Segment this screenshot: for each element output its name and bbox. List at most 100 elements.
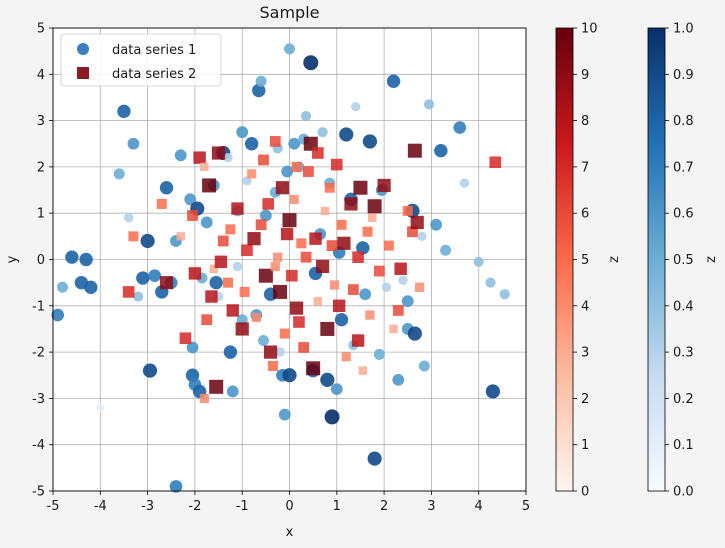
series-1-point: [117, 104, 131, 119]
series-2-point: [368, 213, 377, 223]
series-1-point: [392, 373, 405, 386]
colorbar-blues-gradient: [647, 27, 666, 492]
series-2-point: [358, 366, 368, 375]
series-1-point: [255, 75, 267, 87]
series-2-point: [255, 219, 267, 231]
series-2-point: [352, 251, 364, 263]
series-2-point: [312, 147, 324, 159]
series-1-point: [407, 326, 422, 341]
series-1-point: [282, 368, 297, 383]
legend: data series 1 data series 2: [60, 33, 222, 87]
series-2-point: [223, 277, 234, 288]
series-2-point: [214, 255, 228, 269]
x-tick-label: -1: [236, 499, 249, 514]
series-2-point: [273, 284, 288, 299]
series-2-point: [239, 286, 250, 297]
series-2-point: [402, 205, 413, 216]
colorbar-tick-label: 7: [581, 160, 589, 175]
series-1-point: [499, 289, 510, 300]
y-tick-label: 2: [37, 160, 45, 175]
series-2-point: [128, 231, 139, 242]
series-1-point: [320, 372, 335, 387]
x-tick-label: -2: [188, 499, 201, 514]
colorbar-tick-label: 1: [581, 438, 589, 453]
colorbar-tick-label: 0.9: [673, 68, 694, 83]
series-1-point: [430, 218, 443, 231]
series-2-point: [279, 328, 290, 339]
colorbar-tick-label: 0.7: [673, 160, 694, 175]
series-1-point: [401, 295, 414, 308]
series-1-point: [236, 126, 249, 139]
series-1-point: [223, 152, 233, 163]
x-axis-ticks: -5 -4 -3 -2 -1 0 1 2 3 4 5: [47, 491, 530, 514]
series-2-point: [331, 158, 343, 171]
legend-label-series-1: data series 1: [112, 43, 196, 58]
series-2-point: [187, 210, 198, 221]
series-1-point: [288, 137, 301, 150]
series-1-point: [339, 127, 354, 142]
series-2-point: [410, 215, 424, 230]
series-2-point: [201, 314, 213, 326]
colorbar-tick-label: 0.4: [673, 299, 694, 314]
y-tick-label: 0: [37, 253, 45, 268]
x-tick-label: -5: [47, 499, 60, 514]
series-1-point: [259, 209, 272, 222]
series-1-point: [244, 137, 259, 151]
series-2-point: [241, 244, 253, 257]
series-2-point: [275, 181, 290, 195]
colorbar-tick-label: 0: [581, 485, 589, 500]
series-1-point: [359, 288, 372, 301]
series-1-point: [159, 181, 174, 195]
series-1-point: [300, 110, 312, 122]
series-2-point: [251, 312, 261, 322]
series-2-point: [344, 197, 358, 211]
series-2-point: [336, 219, 347, 230]
series-2-point: [270, 261, 280, 272]
y-tick-label: -1: [32, 299, 45, 314]
series-1-point: [51, 308, 65, 322]
series-2-point: [269, 136, 281, 147]
series-1-point: [169, 480, 183, 493]
series-2-point: [235, 322, 249, 336]
series-1-point: [136, 271, 150, 285]
series-2-point: [199, 393, 209, 403]
series-2-point: [188, 267, 202, 280]
series-1-point: [96, 403, 105, 412]
y-tick-label: -3: [32, 392, 45, 407]
series-1-point: [142, 363, 158, 378]
y-tick-label: 4: [37, 68, 45, 83]
series-2-point: [286, 269, 298, 282]
legend-marker-series-1: [77, 43, 89, 55]
y-tick-label: 5: [37, 22, 45, 37]
series-2-point: [324, 182, 335, 193]
series-2-point: [309, 232, 322, 245]
series-1-point: [434, 143, 448, 158]
series-2-point: [176, 232, 185, 241]
colorbar-reds-label: z: [607, 256, 622, 263]
colorbar-blues: 0.0 0.1 0.2 0.3 0.4 0.5 0.6 0.7 0.8 0.9 1.0 z: [647, 22, 719, 500]
y-tick-label: 3: [37, 114, 45, 129]
colorbar-tick-label: 0.6: [673, 207, 694, 222]
series-1-point: [275, 347, 285, 357]
chart-title: Sample: [260, 3, 320, 22]
series-2-point: [200, 162, 209, 172]
series-1-point: [334, 312, 349, 327]
series-2-point: [231, 202, 244, 215]
colorbar-tick-label: 0.2: [673, 392, 694, 407]
series-1-point: [398, 275, 408, 286]
series-2-point: [289, 194, 299, 204]
series-1-point: [140, 233, 155, 249]
series-2-point: [383, 240, 394, 251]
series-1-point: [351, 102, 361, 112]
series-2-point: [282, 213, 297, 228]
series-1-point: [418, 360, 430, 372]
series-1-point: [226, 385, 239, 398]
series-1-point: [133, 291, 144, 302]
colorbar-reds-gradient: [555, 27, 574, 492]
series-2-point: [289, 301, 304, 315]
colorbar-tick-label: 0.5: [673, 253, 694, 268]
series-1-point: [381, 282, 392, 292]
series-2-point: [326, 240, 338, 252]
x-tick-label: -4: [94, 499, 107, 514]
